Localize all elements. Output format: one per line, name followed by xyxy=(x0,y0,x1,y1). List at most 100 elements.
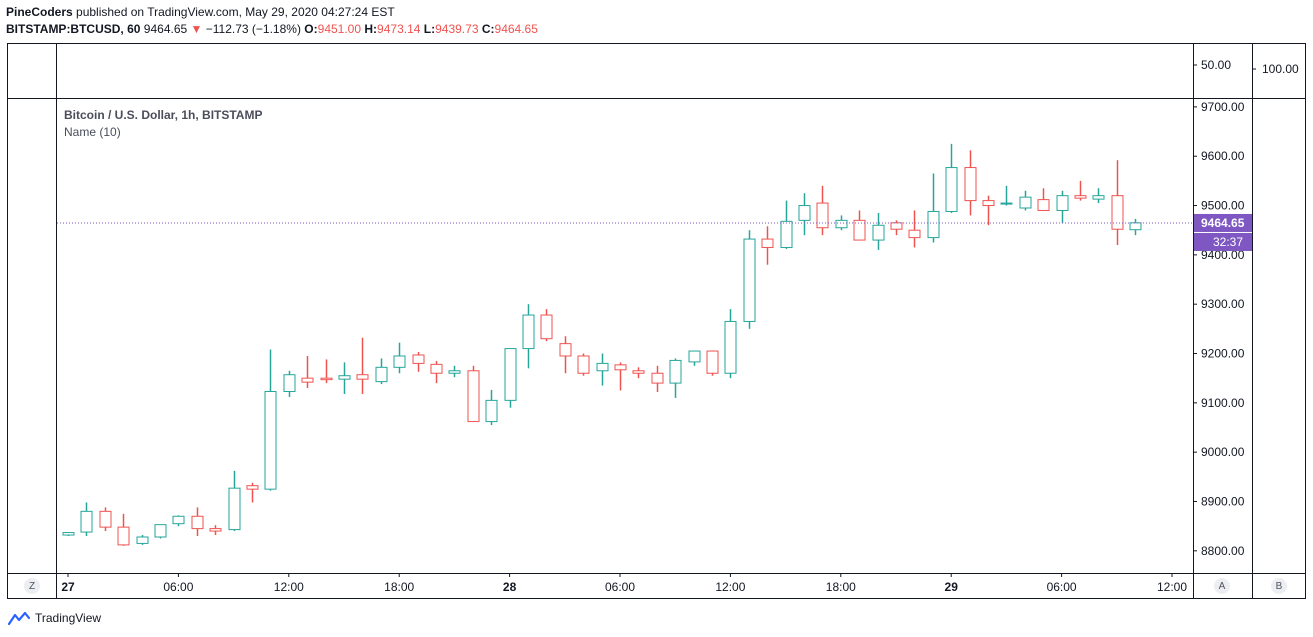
candle-body xyxy=(927,210,940,239)
close-label: C: xyxy=(481,22,495,36)
candle xyxy=(927,173,940,243)
candle xyxy=(1000,185,1013,206)
open-label: O: xyxy=(304,22,318,36)
candle-body xyxy=(577,355,590,374)
price-tick-label: 9500.00 xyxy=(1201,199,1245,213)
candle xyxy=(780,200,793,249)
candle-body xyxy=(320,377,333,381)
candle xyxy=(62,532,75,537)
candle xyxy=(504,348,517,408)
candle-body xyxy=(522,314,535,350)
candle-body xyxy=(191,515,204,530)
time-tick-label: 12:00 xyxy=(274,580,304,594)
price-tick-label: 9100.00 xyxy=(1201,396,1245,410)
candle xyxy=(706,350,719,376)
candle-body xyxy=(99,510,112,528)
candle xyxy=(467,365,480,423)
candle-body xyxy=(1000,202,1013,205)
price-tick-label: 9000.00 xyxy=(1201,445,1245,459)
candle xyxy=(853,210,866,241)
candle-body xyxy=(393,355,406,368)
candle xyxy=(1129,218,1142,236)
time-axis: 27 06:00 12:00 18:00 28 06:00 12:00 18:00 29 06:0… xyxy=(61,573,1187,594)
candle xyxy=(80,502,93,537)
symbol-label: BITSTAMP:BTCUSD, 60 xyxy=(6,22,141,36)
candle-body xyxy=(1037,199,1050,211)
candle-body xyxy=(1129,222,1142,231)
candle-body xyxy=(798,205,811,221)
time-tick-label: 27 xyxy=(61,580,75,594)
indicator-tick-label: 50.00 xyxy=(1201,58,1231,72)
candle xyxy=(761,226,774,265)
candle-body xyxy=(872,224,885,241)
candle xyxy=(283,370,296,397)
base-scale-button[interactable]: B xyxy=(1271,578,1287,594)
high-label: H: xyxy=(364,22,378,36)
candle-body xyxy=(136,536,149,544)
candle-body xyxy=(1111,195,1124,230)
time-tick-label: 18:00 xyxy=(384,580,414,594)
high-value: 9473.14 xyxy=(377,22,421,36)
time-tick-label: 06:00 xyxy=(163,580,193,594)
candlestick-series xyxy=(62,143,1142,546)
candle xyxy=(596,353,609,386)
time-tick-label: 12:00 xyxy=(1157,580,1187,594)
candle xyxy=(890,220,903,236)
candle xyxy=(228,470,241,532)
candle-body xyxy=(356,374,369,380)
countdown-badge-text: 32:37 xyxy=(1213,235,1243,249)
candle-body xyxy=(209,528,222,532)
candle-body xyxy=(688,350,701,363)
candle-body xyxy=(706,350,719,374)
candle xyxy=(743,230,756,329)
candle-body xyxy=(964,167,977,202)
time-tick-label: 18:00 xyxy=(826,580,856,594)
candle-body xyxy=(448,370,461,374)
candle xyxy=(540,309,553,342)
zoom-button[interactable]: Z xyxy=(24,578,40,594)
candle-body xyxy=(283,374,296,392)
auto-scale-button[interactable]: A xyxy=(1214,578,1230,594)
candle xyxy=(908,210,921,248)
tradingview-icon xyxy=(8,611,30,625)
candle xyxy=(1092,188,1105,204)
candle-body xyxy=(596,362,609,372)
candle-body xyxy=(1074,195,1087,199)
time-tick-label: 06:00 xyxy=(605,580,635,594)
candle-body xyxy=(117,526,130,546)
symbol-ohlc-line: BITSTAMP:BTCUSD, 60 9464.65 ▼ −112.73 (−… xyxy=(6,22,538,36)
candle xyxy=(614,362,627,391)
candle xyxy=(99,507,112,532)
candle xyxy=(301,355,314,389)
candle-body xyxy=(651,372,664,384)
candle-body xyxy=(632,370,645,374)
candle xyxy=(798,193,811,236)
time-tick-label: 06:00 xyxy=(1047,580,1077,594)
candle-body xyxy=(816,202,829,229)
open-value: 9451.00 xyxy=(317,22,362,36)
candle xyxy=(338,362,351,394)
candle-body xyxy=(724,320,737,374)
price-tick-label: 8900.00 xyxy=(1201,494,1245,508)
candle-body xyxy=(375,366,388,383)
candle-body xyxy=(908,229,921,239)
candle-body xyxy=(172,515,185,525)
candle xyxy=(669,358,682,398)
candle xyxy=(246,482,259,503)
candle xyxy=(430,360,443,384)
price-change: −112.73 (−1.18%) xyxy=(205,22,301,36)
candle-body xyxy=(614,364,627,371)
last-price-badge-text: 9464.65 xyxy=(1201,216,1245,230)
tradingview-logo[interactable]: TradingView xyxy=(8,611,101,625)
candle-body xyxy=(540,314,553,340)
author-name: PineCoders xyxy=(6,5,73,19)
price-tick-label: 9300.00 xyxy=(1201,297,1245,311)
candle-body xyxy=(467,370,480,423)
candle-body xyxy=(504,348,517,401)
candle-body xyxy=(246,485,259,490)
candle xyxy=(982,195,995,226)
candle xyxy=(448,365,461,378)
last-price-badge xyxy=(1194,213,1252,232)
candle-body xyxy=(780,220,793,248)
